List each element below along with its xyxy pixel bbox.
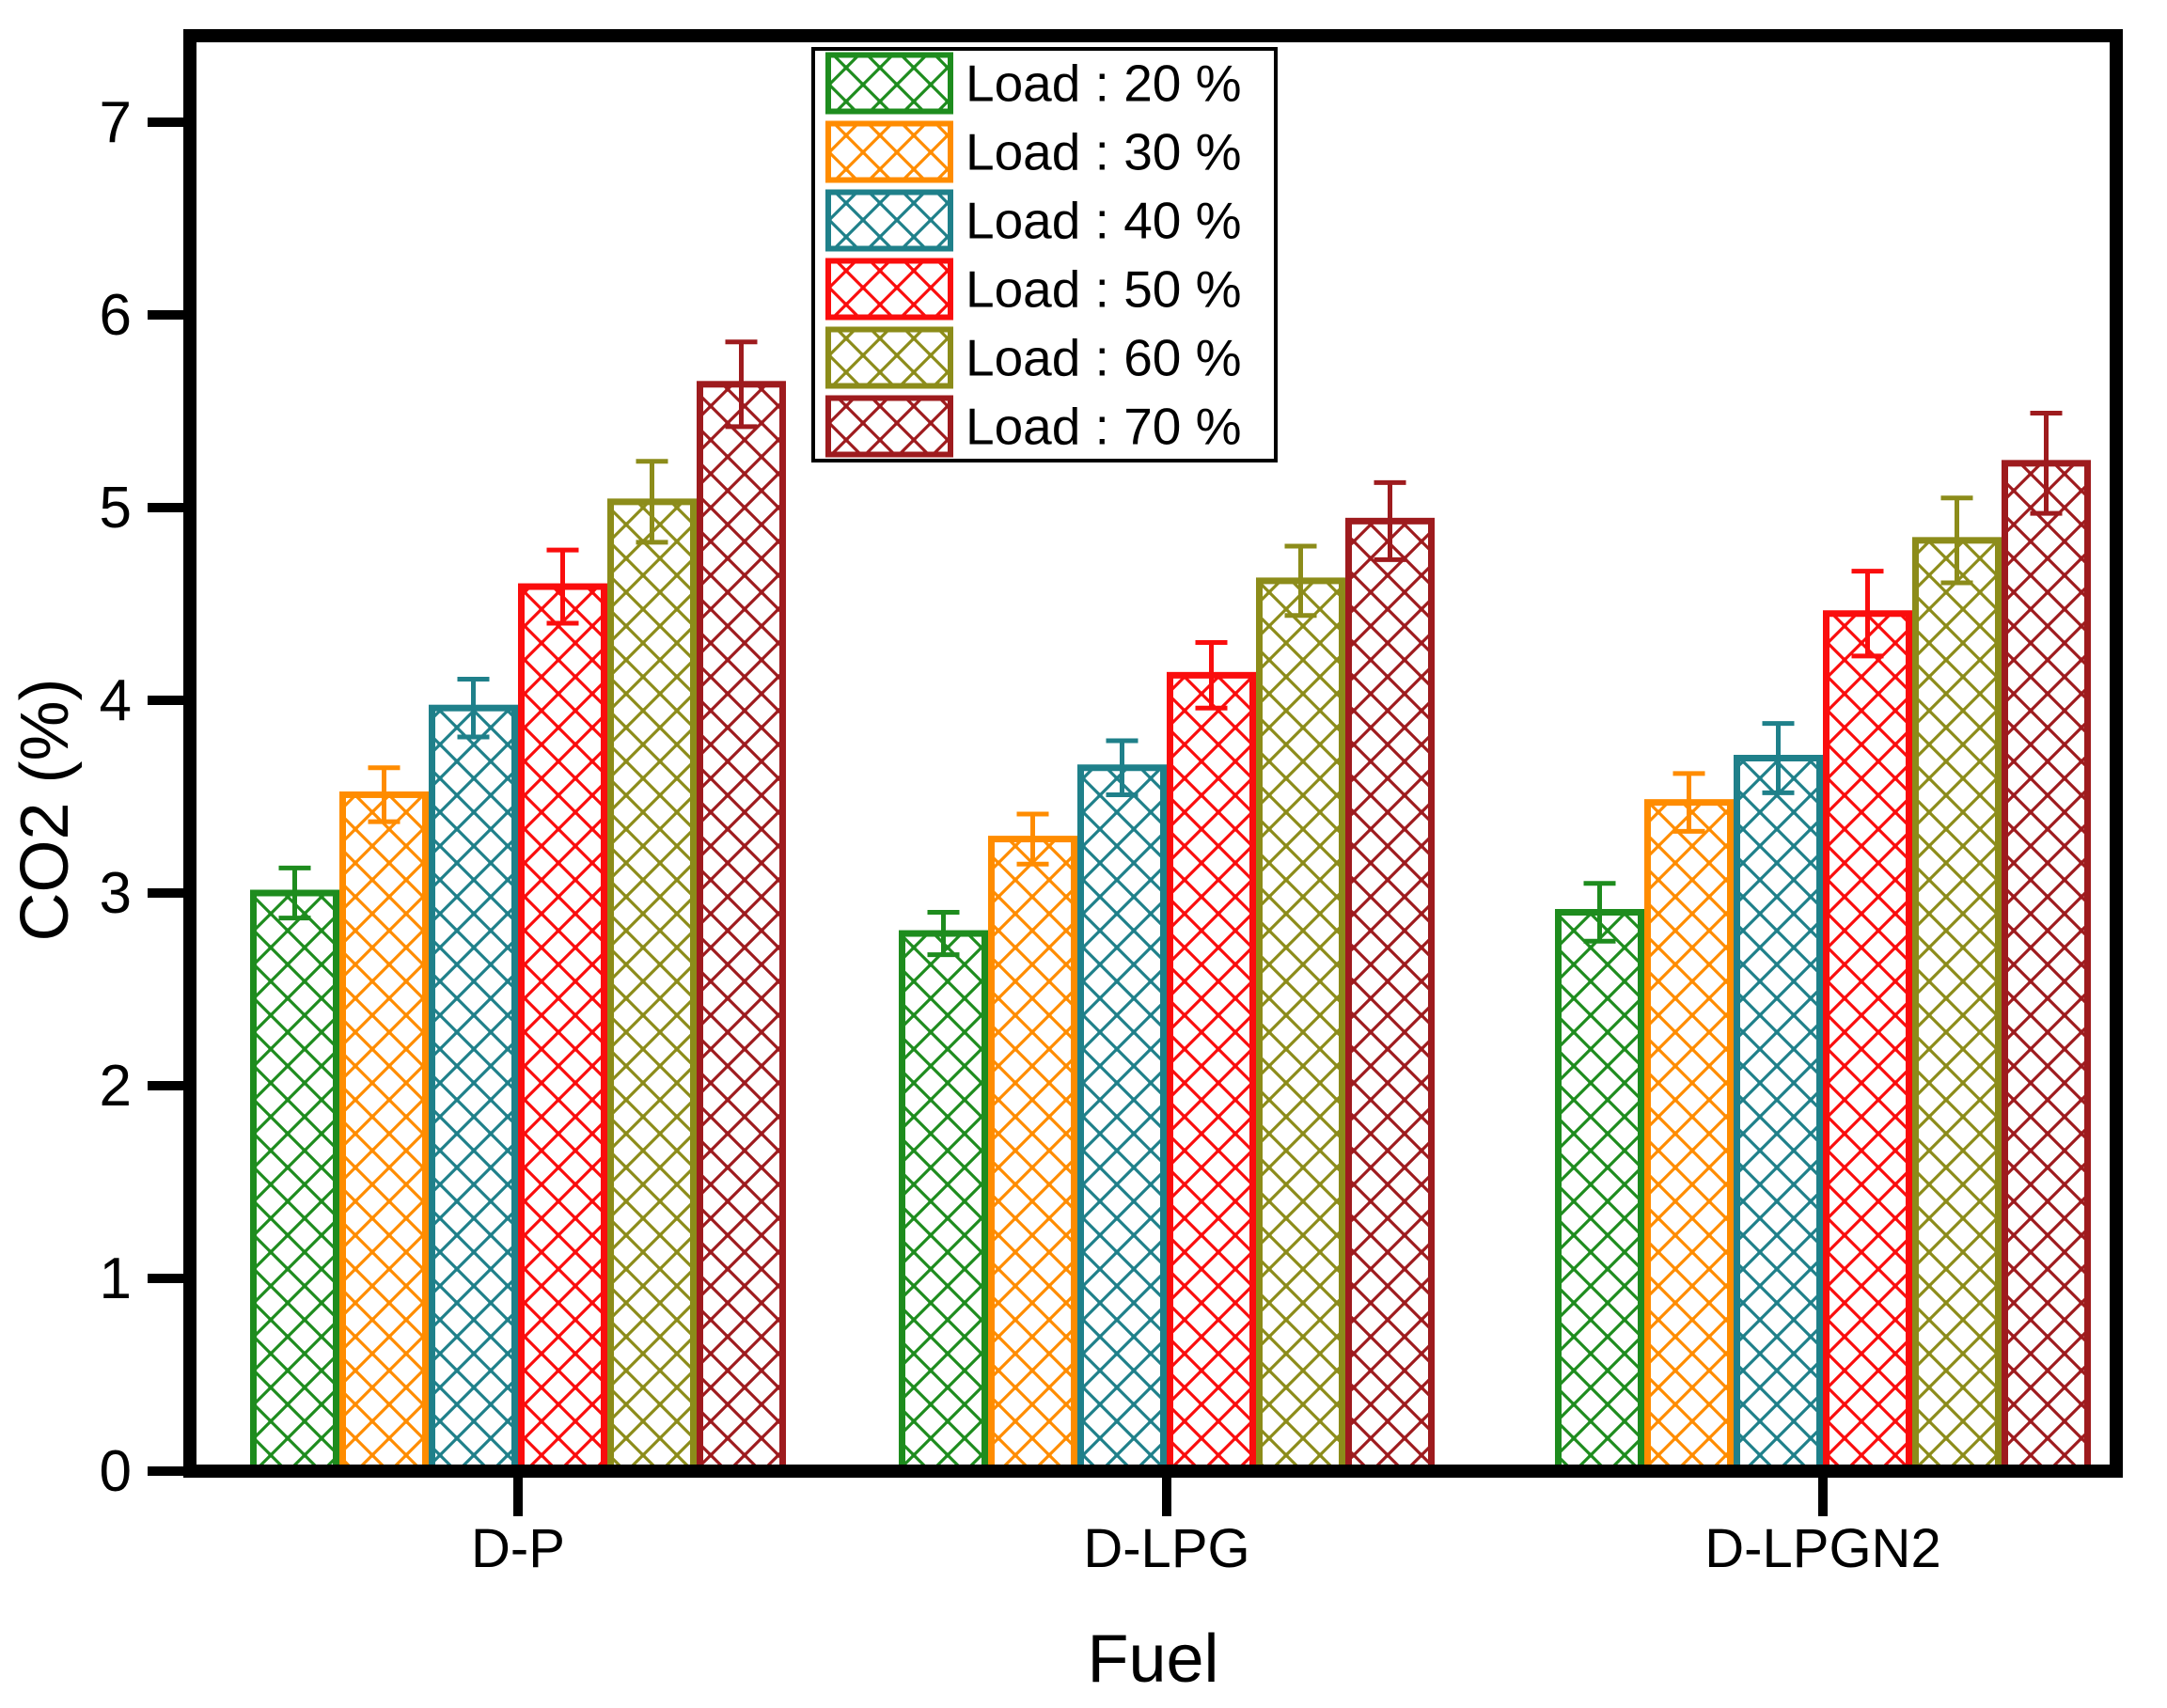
- legend-swatch-30pct: [825, 120, 953, 183]
- error-bar-D-P-50pct: [546, 547, 579, 626]
- legend-swatch-20pct: [825, 52, 953, 115]
- legend-label-70pct: Load : 70 %: [966, 398, 1242, 456]
- y-tick-label: 0: [100, 1439, 132, 1504]
- plot-frame: [183, 29, 2123, 1478]
- bar-D-P-30pct: [339, 791, 429, 1475]
- legend-label-20pct: Load : 20 %: [966, 55, 1242, 113]
- bar-D-LPGN2-60pct: [1912, 537, 2002, 1475]
- error-bar-D-LPGN2-70pct: [2030, 411, 2063, 516]
- error-bar-D-LPG-20pct: [927, 910, 960, 958]
- legend-label-30pct: Load : 30 %: [966, 123, 1242, 181]
- error-bar-D-P-70pct: [725, 339, 758, 430]
- legend-swatch-60pct: [825, 326, 953, 389]
- bar-D-LPGN2-70pct: [2002, 460, 2091, 1475]
- bar-D-LPGN2-20pct: [1555, 909, 1644, 1475]
- error-bar-D-LPG-60pct: [1284, 543, 1317, 619]
- y-tick-label: 1: [100, 1246, 132, 1311]
- legend-label-40pct: Load : 40 %: [966, 192, 1242, 250]
- x-category-label: D-P: [471, 1518, 565, 1579]
- legend-box: [811, 47, 1278, 462]
- error-bar-D-LPG-70pct: [1374, 479, 1406, 562]
- y-axis-title: CO2 (%): [8, 678, 83, 941]
- error-bar-D-P-30pct: [368, 765, 400, 824]
- y-tick-label: 3: [100, 861, 132, 926]
- error-bar-D-P-40pct: [457, 676, 490, 740]
- bar-D-LPG-70pct: [1345, 517, 1435, 1475]
- legend-swatch-70pct: [825, 395, 953, 458]
- bar-D-P-20pct: [250, 889, 339, 1475]
- bar-D-P-60pct: [607, 498, 697, 1475]
- bar-D-P-50pct: [518, 583, 607, 1475]
- y-tick-label: 6: [100, 283, 132, 348]
- error-bar-D-LPG-40pct: [1106, 738, 1138, 797]
- legend-label-60pct: Load : 60 %: [966, 329, 1242, 387]
- bar-D-LPG-40pct: [1077, 764, 1167, 1475]
- y-tick-label: 5: [100, 476, 132, 541]
- y-tick-label: 4: [100, 668, 132, 733]
- error-bar-D-LPGN2-40pct: [1762, 721, 1795, 795]
- error-bar-D-LPGN2-30pct: [1672, 771, 1705, 834]
- x-axis-title: Fuel: [1087, 1622, 1218, 1697]
- error-bar-D-P-20pct: [278, 865, 311, 921]
- x-category-label: D-LPG: [1083, 1518, 1249, 1579]
- x-category-label: D-LPGN2: [1704, 1518, 1940, 1579]
- bar-D-LPGN2-40pct: [1734, 755, 1823, 1475]
- legend-swatch-40pct: [825, 189, 953, 252]
- bar-D-LPG-30pct: [988, 836, 1077, 1475]
- error-bar-D-LPGN2-60pct: [1940, 495, 1973, 586]
- bar-D-LPG-20pct: [899, 930, 988, 1475]
- bar-D-LPGN2-50pct: [1823, 610, 1912, 1475]
- bar-D-P-70pct: [697, 381, 786, 1475]
- error-bar-D-P-60pct: [636, 459, 668, 545]
- y-tick-label: 7: [100, 90, 132, 155]
- bar-D-LPG-60pct: [1256, 577, 1345, 1475]
- bar-D-P-40pct: [429, 704, 518, 1475]
- error-bar-D-LPGN2-50pct: [1851, 569, 1884, 659]
- legend-swatch-50pct: [825, 258, 953, 321]
- bar-D-LPG-50pct: [1167, 671, 1256, 1475]
- error-bar-D-LPGN2-20pct: [1583, 881, 1616, 944]
- legend-label-50pct: Load : 50 %: [966, 260, 1242, 319]
- y-tick-label: 2: [100, 1054, 132, 1119]
- error-bar-D-LPG-50pct: [1195, 640, 1228, 711]
- bar-D-LPGN2-30pct: [1644, 799, 1734, 1475]
- error-bar-D-LPG-30pct: [1016, 811, 1049, 867]
